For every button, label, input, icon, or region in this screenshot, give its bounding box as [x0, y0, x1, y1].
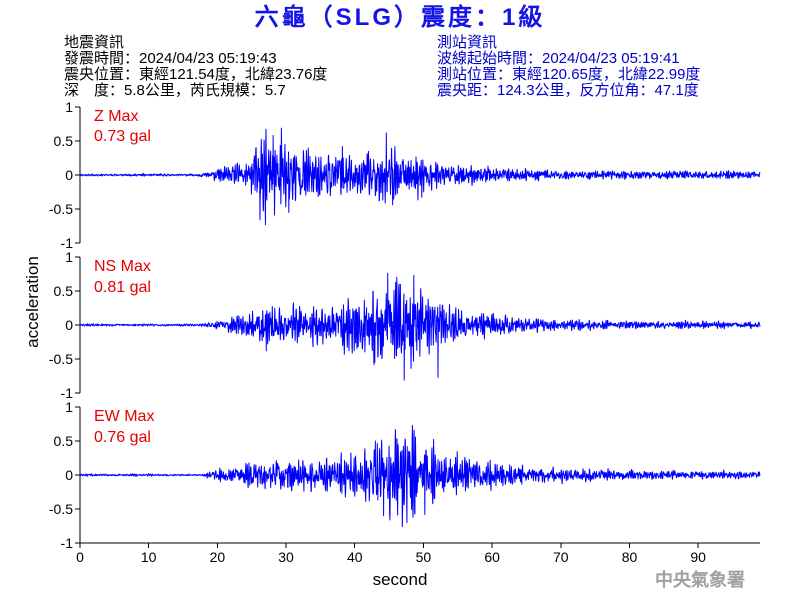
x-tick-label-6: 60 — [484, 549, 500, 565]
waveform-start-time: 波線起始時間：2024/04/23 05:19:41 — [437, 50, 680, 67]
trace-ew — [79, 424, 761, 528]
agency-name: 中央氣象署 — [655, 570, 745, 590]
x-tick-label-3: 30 — [278, 549, 294, 565]
page-title: 六龜（SLG）震度：1級 — [254, 4, 546, 31]
x-tick-label-7: 70 — [553, 549, 569, 565]
y-tick-label-ns-3: -0.5 — [49, 351, 73, 367]
station-info-heading: 測站資訊 — [437, 34, 498, 51]
axes-layer: 10.50-0.5-110.50-0.5-110.50-0.5-10 10 20 30… — [49, 99, 760, 565]
station-location: 測站位置：東經120.65度，北緯22.99度 — [437, 66, 701, 83]
component-label-ew: EW Max — [94, 408, 155, 425]
component-max-ew: 0.76 gal — [94, 429, 151, 446]
y-tick-label-z-2: 0 — [65, 167, 73, 183]
epicenter-location: 震央位置：東經121.54度，北緯23.76度 — [64, 66, 328, 83]
y-tick-label-z-3: -0.5 — [49, 201, 73, 217]
component-max-ns: 0.81 gal — [94, 279, 151, 296]
x-tick-label-4: 40 — [347, 549, 363, 565]
y-tick-label-ew-4: -1 — [61, 535, 74, 551]
y-tick-label-ns-4: -1 — [61, 385, 74, 401]
x-tick-label-2: 20 — [210, 549, 226, 565]
component-label-z: Z Max — [94, 108, 139, 125]
traces-layer — [79, 127, 761, 528]
y-tick-label-ew-3: -0.5 — [49, 501, 73, 517]
trace-ns — [79, 272, 761, 381]
y-axis-label: acceleration — [23, 256, 42, 348]
y-tick-label-ew-0: 1 — [65, 399, 73, 415]
y-tick-label-z-4: -1 — [61, 235, 74, 251]
station-info: 測站資訊 波線起始時間：2024/04/23 05:19:41 測站位置：東經1… — [437, 35, 700, 99]
x-tick-label-5: 50 — [416, 549, 432, 565]
y-tick-label-ew-1: 0.5 — [54, 433, 74, 449]
y-tick-label-ns-0: 1 — [65, 249, 73, 265]
y-tick-label-ns-1: 0.5 — [54, 283, 74, 299]
y-tick-label-ew-2: 0 — [65, 467, 73, 483]
y-tick-label-z-1: 0.5 — [54, 133, 74, 149]
component-max-z: 0.73 gal — [94, 128, 151, 145]
x-tick-label-8: 80 — [622, 549, 638, 565]
x-tick-label-1: 10 — [141, 549, 157, 565]
epicentral-distance-azimuth: 震央距：124.3公里，反方位角：47.1度 — [437, 82, 699, 99]
y-tick-label-ns-2: 0 — [65, 317, 73, 333]
origin-time: 發震時間：2024/04/23 05:19:43 — [64, 50, 277, 67]
x-tick-label-9: 90 — [690, 549, 706, 565]
x-axis-label: second — [373, 570, 428, 589]
y-tick-label-z-0: 1 — [65, 99, 73, 115]
trace-z — [79, 127, 761, 226]
depth-magnitude: 深 度：5.8公里，芮氏規模：5.7 — [64, 82, 286, 99]
earthquake-info: 地震資訊 發震時間：2024/04/23 05:19:43 震央位置：東經121… — [64, 35, 327, 99]
component-label-ns: NS Max — [94, 258, 151, 275]
x-tick-label-0: 0 — [76, 549, 84, 565]
earthquake-info-heading: 地震資訊 — [64, 34, 125, 51]
